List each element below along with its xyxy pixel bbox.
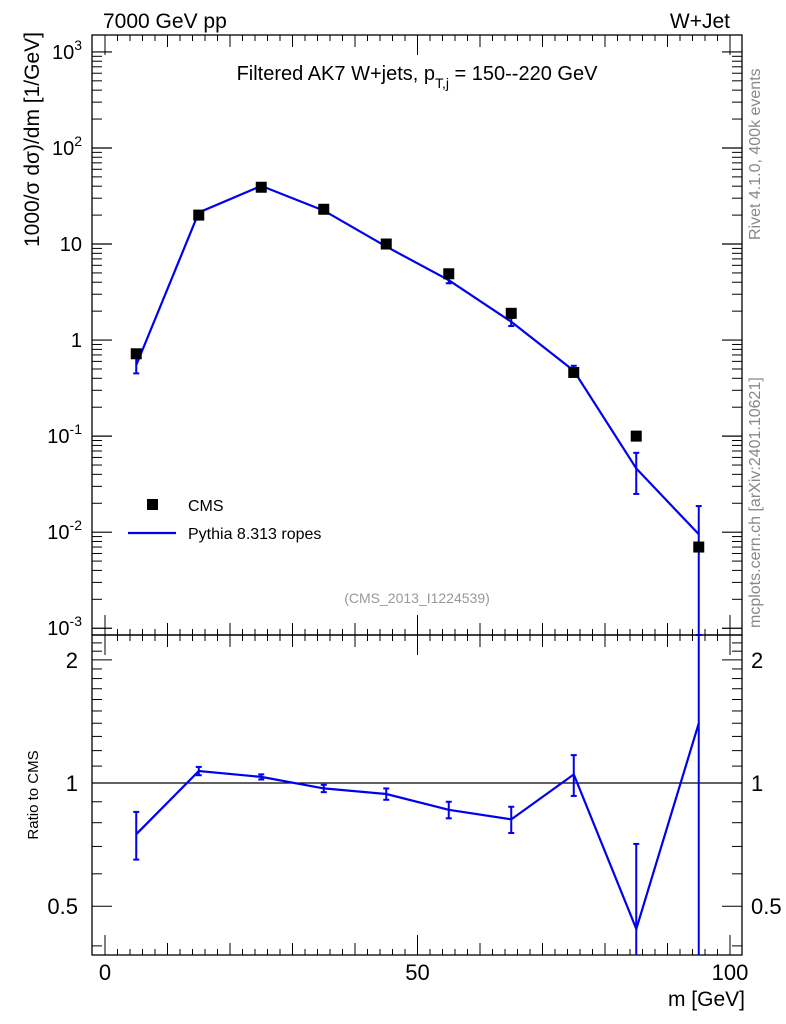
cms-data-point	[630, 430, 642, 442]
legend-label-cms: CMS	[188, 498, 224, 515]
ratio-data-layer	[133, 635, 700, 955]
cms-data-point	[318, 203, 330, 215]
cms-data-point	[505, 307, 517, 319]
title-subscript: T,j	[435, 75, 449, 91]
legend: CMS Pythia 8.313 ropes	[128, 498, 321, 543]
ratio-y-tick-label-right: 2	[751, 648, 763, 673]
cms-data-point	[380, 238, 392, 250]
mcplots-label: mcplots.cern.ch [arXiv:2401.10621]	[747, 377, 764, 628]
x-axis-label: m [GeV]	[668, 988, 745, 1011]
analysis-watermark: (CMS_2013_I1224539)	[344, 590, 490, 606]
main-axis-ticks: 10-3 10-2 10-1 1 10 102 103	[47, 35, 742, 640]
plot-title: Filtered AK7 W+jets, pT,j = 150--220 GeV	[237, 63, 599, 91]
x-tick-label: 50	[405, 960, 429, 985]
rivet-label: Rivet 4.1.0, 400k events	[747, 68, 764, 240]
legend-label-pythia: Pythia 8.313 ropes	[188, 526, 321, 543]
main-plot-frame	[91, 34, 743, 636]
main-y-tick-label: 10-1	[47, 421, 82, 448]
ratio-y-tick-label-right: 1	[751, 771, 763, 796]
ratio-axis-ticks: 0.5 0.5 1 1 2 2 0 50 100	[47, 634, 782, 985]
main-y-tick-label: 1	[71, 330, 82, 352]
main-y-tick-label: 10-2	[47, 517, 82, 544]
cms-data-point	[568, 366, 580, 378]
process-label: W+Jet	[670, 10, 730, 33]
cms-data-point	[443, 268, 455, 280]
cms-data-point	[193, 209, 205, 221]
cms-data-point	[693, 541, 705, 553]
x-tick-label: 100	[712, 960, 749, 985]
ratio-y-tick-label-right: 0.5	[751, 894, 782, 919]
collision-label: 7000 GeV pp	[103, 10, 227, 33]
main-y-axis-label: 1000/σ dσ)/dm [1/GeV]	[21, 32, 44, 247]
legend-marker-cms	[147, 499, 158, 510]
x-tick-label: 0	[99, 960, 111, 985]
main-y-tick-label: 103	[52, 37, 82, 64]
ratio-y-axis-label: Ratio to CMS	[25, 750, 42, 839]
title-tail: = 150--220 GeV	[449, 63, 598, 85]
title-main: Filtered AK7 W+jets, p	[237, 63, 435, 85]
main-data-layer	[130, 181, 705, 636]
main-y-tick-label: 10	[60, 234, 82, 256]
cms-data-point	[255, 181, 267, 193]
main-y-tick-label: 102	[52, 133, 82, 160]
ratio-y-tick-label: 2	[66, 648, 78, 673]
ratio-line	[135, 722, 700, 933]
ratio-y-tick-label: 0.5	[47, 894, 78, 919]
ratio-y-tick-label: 1	[66, 771, 78, 796]
main-y-tick-label: 10-3	[47, 613, 82, 640]
ratio-plot-frame	[91, 634, 743, 956]
cms-data-point	[130, 348, 142, 360]
pythia-line	[135, 184, 700, 536]
